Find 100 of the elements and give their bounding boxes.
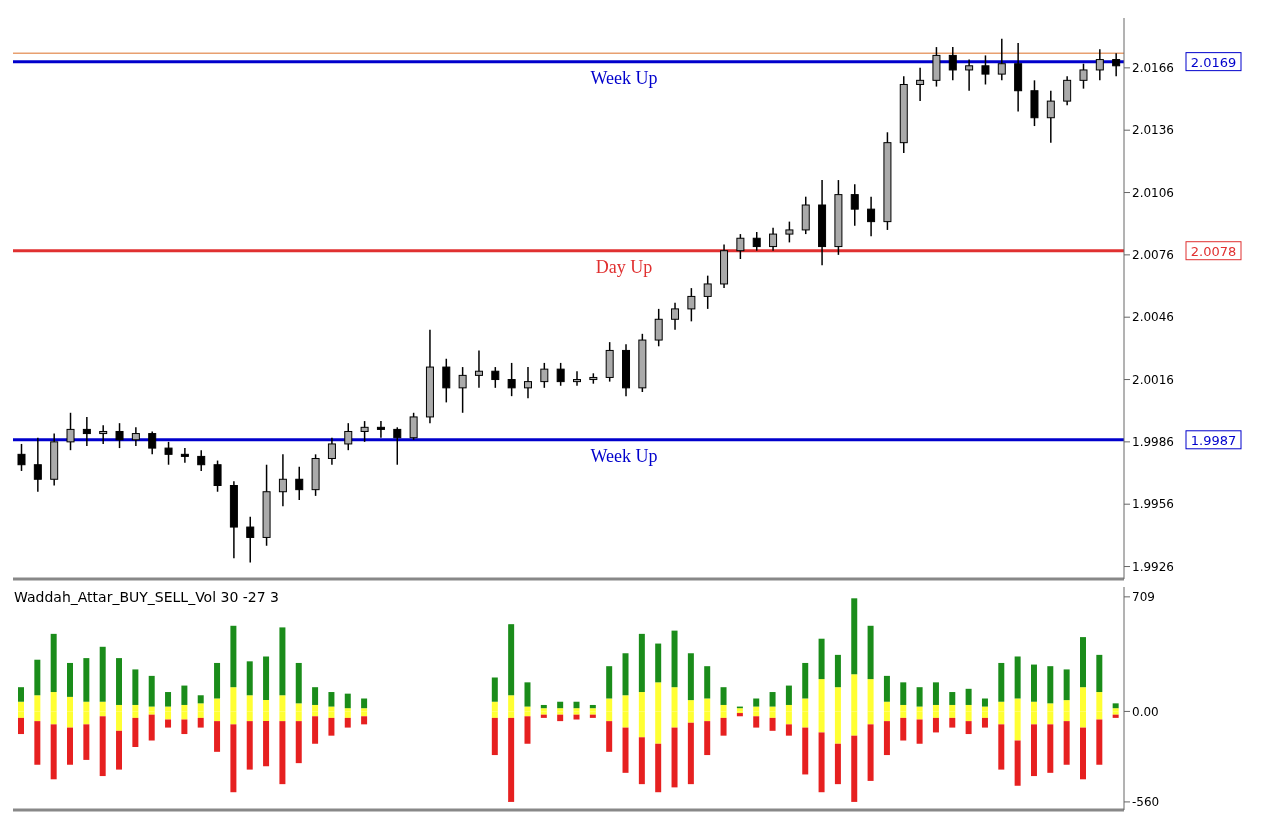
bar	[851, 598, 858, 675]
bar	[965, 721, 972, 735]
candlestick	[344, 422, 353, 451]
candlestick	[654, 308, 663, 348]
candlestick	[867, 195, 876, 237]
bar	[1030, 724, 1037, 777]
bar	[949, 692, 956, 705]
candlestick	[17, 443, 26, 472]
bar	[769, 692, 776, 707]
bar	[67, 662, 74, 697]
bar	[965, 688, 972, 705]
candlestick	[769, 227, 778, 252]
bar	[279, 721, 286, 785]
bar	[230, 625, 237, 688]
bar	[99, 646, 106, 702]
bar	[557, 714, 564, 722]
bar	[1079, 727, 1086, 780]
candlestick	[278, 453, 287, 508]
bar	[687, 653, 694, 701]
candlestick	[327, 436, 336, 466]
bar	[148, 711, 155, 715]
candlestick	[671, 301, 680, 331]
bar	[704, 721, 711, 756]
bar	[720, 717, 727, 736]
candlestick	[752, 231, 761, 252]
candlestick	[82, 416, 91, 447]
candlestick	[573, 370, 581, 387]
candlestick	[474, 349, 483, 389]
candlestick	[442, 358, 451, 404]
bar	[34, 659, 41, 696]
candlestick	[33, 436, 42, 493]
bar	[165, 692, 172, 707]
bar	[704, 666, 711, 699]
candlestick	[148, 430, 157, 456]
bar	[557, 708, 564, 712]
candlestick	[1095, 48, 1104, 82]
bar	[312, 704, 319, 712]
bar	[949, 717, 956, 728]
y-tick-label: 1.9956	[1132, 497, 1174, 512]
bar	[524, 716, 531, 744]
bar	[99, 716, 106, 777]
y-tick-label: -560	[1132, 795, 1160, 810]
candlestick	[916, 67, 925, 102]
candlestick	[850, 183, 859, 227]
bar	[263, 656, 270, 701]
bar	[361, 711, 368, 717]
bar	[328, 692, 335, 707]
bar	[785, 724, 792, 736]
bar	[851, 735, 858, 802]
bar	[557, 711, 564, 715]
bar	[1079, 637, 1086, 688]
bar	[18, 717, 24, 735]
bar	[18, 687, 24, 702]
bar	[1047, 724, 1054, 773]
bar	[932, 682, 939, 705]
candlestick	[703, 274, 712, 310]
bar	[1030, 664, 1037, 702]
bar	[1112, 708, 1119, 712]
candlestick	[997, 38, 1006, 82]
bar	[263, 721, 270, 767]
bar	[132, 717, 139, 747]
y-tick-label: 2.0106	[1132, 185, 1174, 200]
bar	[932, 717, 939, 733]
candlestick	[295, 466, 304, 501]
bar	[50, 633, 57, 693]
bar	[540, 704, 547, 709]
bar	[230, 724, 237, 793]
candlestick	[981, 54, 990, 86]
candlestick	[213, 459, 222, 493]
bar	[328, 711, 335, 718]
chart-title: Waddah_Attar_BUY_SELL_Vol 30 -27 3	[14, 589, 280, 605]
bar	[181, 719, 188, 735]
bar	[1096, 719, 1103, 765]
bar	[197, 695, 204, 704]
candlestick	[180, 447, 189, 464]
bar	[671, 630, 678, 688]
bar	[328, 717, 335, 736]
bar	[589, 708, 596, 712]
candlestick	[948, 46, 957, 82]
bar	[214, 721, 221, 752]
candlestick	[66, 412, 75, 451]
bar	[344, 711, 351, 718]
bar	[50, 724, 57, 780]
candlestick	[736, 233, 745, 260]
bar	[802, 727, 809, 775]
candlestick	[1046, 89, 1055, 144]
bar	[67, 727, 74, 765]
bar	[867, 724, 874, 781]
candlestick	[507, 362, 516, 397]
bar	[148, 675, 155, 707]
bar	[34, 721, 41, 765]
candlestick	[785, 220, 794, 244]
y-tick-label: 2.0166	[1132, 61, 1174, 76]
candlestick	[393, 426, 402, 466]
text: 2.0169	[1190, 54, 1237, 70]
candlestick	[1063, 75, 1072, 107]
bar	[1112, 703, 1119, 709]
bar	[622, 653, 629, 696]
bar	[116, 658, 123, 705]
bar	[981, 717, 988, 728]
